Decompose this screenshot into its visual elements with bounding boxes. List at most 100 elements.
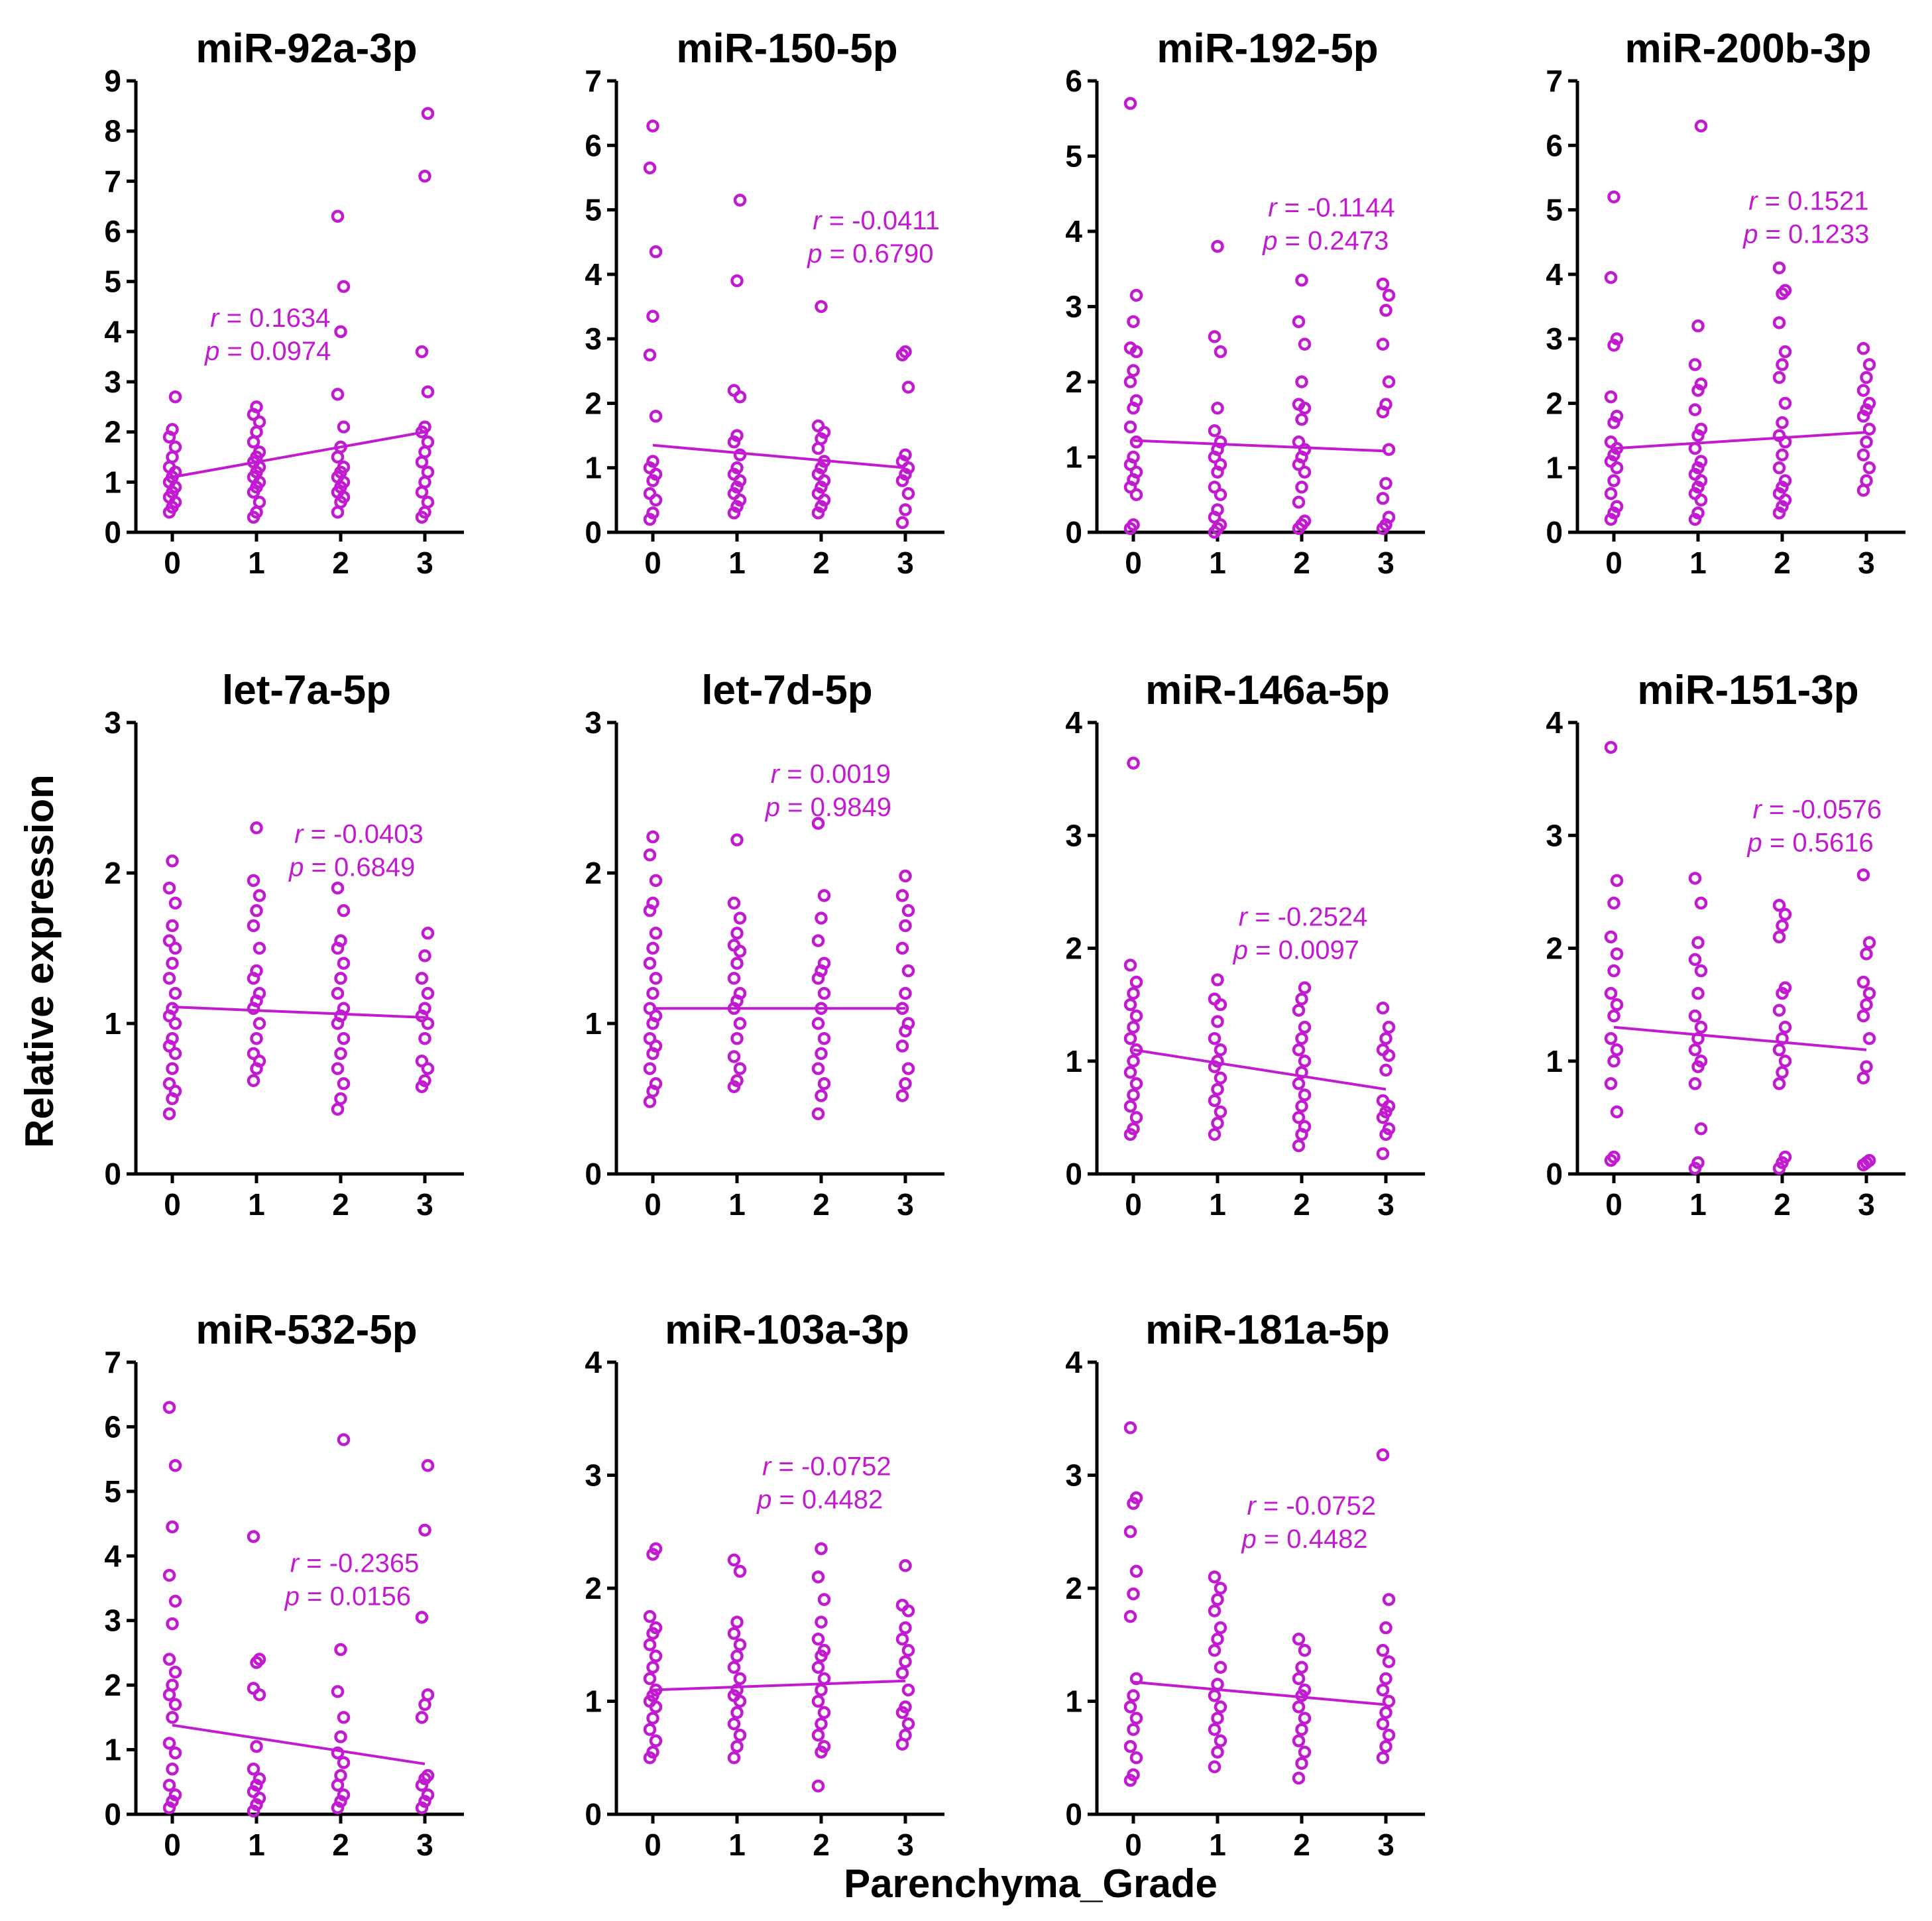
data-point <box>168 1047 182 1061</box>
data-point <box>418 170 431 183</box>
data-point <box>727 487 741 500</box>
r-statistic: r = -0.1144 <box>1268 193 1395 222</box>
data-point <box>1211 503 1224 516</box>
data-point <box>1778 1150 1792 1164</box>
y-tick-label: 2 <box>585 1571 602 1605</box>
y-tick-label: 9 <box>104 64 121 98</box>
data-point <box>643 1609 657 1623</box>
chart-panel: miR-92a-3p 0 1 2 3 4 5 6 7 8 9 0 1 2 3 r = 0.1634 p = 0.… <box>104 26 464 580</box>
x-tick-label: 2 <box>1293 546 1310 580</box>
data-point <box>817 889 831 902</box>
y-tick-label: 6 <box>1546 128 1563 162</box>
r-statistic: r = -0.0411 <box>813 206 940 235</box>
x-tick-label: 2 <box>1293 1187 1310 1222</box>
data-point <box>247 1804 260 1818</box>
y-tick-label: 4 <box>585 1345 602 1379</box>
data-point <box>1129 1491 1143 1505</box>
data-point <box>1778 474 1792 487</box>
data-point <box>1604 436 1618 449</box>
data-point <box>331 209 345 223</box>
data-point <box>1691 461 1705 475</box>
axis-frame <box>1575 723 1905 1176</box>
data-point <box>895 889 909 902</box>
data-point <box>815 481 828 494</box>
data-point <box>1776 416 1789 430</box>
p-statistic: p = 0.1233 <box>1742 220 1869 249</box>
data-point <box>1772 506 1786 520</box>
p-statistic: p = 0.9849 <box>765 793 891 822</box>
data-point <box>899 1077 912 1090</box>
data-point <box>1610 500 1624 513</box>
data-point <box>901 1683 915 1697</box>
data-point <box>1298 337 1312 351</box>
data-point <box>1123 420 1137 434</box>
data-point <box>168 941 182 955</box>
data-point <box>1607 1055 1620 1068</box>
p-statistic: p = 0.6849 <box>288 853 415 882</box>
data-point <box>1208 1723 1222 1736</box>
y-tick-label: 2 <box>1065 1571 1082 1605</box>
data-point <box>1123 1100 1137 1113</box>
y-tick-label: 3 <box>585 705 602 740</box>
data-point <box>1694 1055 1708 1068</box>
x-tick-label: 1 <box>1689 546 1707 580</box>
x-tick-label: 2 <box>332 546 349 580</box>
data-point <box>1688 467 1702 481</box>
data-point <box>247 1763 260 1776</box>
data-point <box>1688 358 1702 371</box>
data-point <box>168 1665 182 1679</box>
data-point <box>421 385 435 398</box>
data-point <box>247 874 260 888</box>
data-point <box>247 1785 260 1798</box>
p-statistic: p = 0.5616 <box>1747 829 1874 858</box>
data-point <box>166 919 179 933</box>
data-point <box>166 854 179 868</box>
data-point <box>811 467 825 481</box>
data-point <box>168 1594 182 1608</box>
data-point <box>1694 1122 1708 1135</box>
data-point <box>1214 1621 1227 1635</box>
data-point <box>649 1542 663 1556</box>
data-point <box>1292 315 1306 328</box>
data-point <box>643 1062 657 1075</box>
data-point <box>899 1621 912 1635</box>
data-point <box>1862 936 1876 949</box>
data-point <box>250 1739 263 1753</box>
data-point <box>331 505 345 519</box>
data-point <box>337 957 351 970</box>
y-axis-label: Relative expression <box>17 774 62 1148</box>
r-statistic: r = -0.0576 <box>1753 795 1882 825</box>
regression-line <box>1133 1048 1387 1091</box>
chart-panel: miR-181a-5p 0 1 2 3 4 0 1 2 3 r = -0.0752 p = 0.448… <box>1065 1307 1425 1862</box>
y-tick-label: 3 <box>1065 1458 1082 1493</box>
data-point <box>1856 1071 1870 1085</box>
y-tick-label: 0 <box>1065 1157 1082 1191</box>
panel-title: miR-181a-5p <box>1145 1307 1390 1353</box>
data-point <box>1214 458 1227 471</box>
data-point <box>1604 487 1618 500</box>
data-point <box>250 400 263 414</box>
data-point <box>1295 1723 1308 1736</box>
panel-title: let-7a-5p <box>222 668 391 713</box>
data-point <box>815 1542 828 1556</box>
data-point <box>1776 500 1789 513</box>
data-point <box>1214 1700 1227 1714</box>
data-point <box>337 1077 351 1090</box>
data-point <box>247 1047 260 1061</box>
data-point <box>817 1077 831 1090</box>
data-point <box>1856 448 1870 462</box>
data-point <box>1127 1689 1140 1702</box>
data-point <box>649 874 663 888</box>
data-point <box>1688 872 1702 885</box>
data-point <box>1295 1757 1308 1771</box>
data-point <box>899 1728 912 1742</box>
data-point <box>162 1401 176 1414</box>
data-point <box>1694 422 1708 436</box>
data-point <box>901 487 915 500</box>
data-point <box>166 1002 179 1016</box>
data-point <box>1610 410 1624 423</box>
data-point <box>901 1644 915 1657</box>
x-tick-label: 0 <box>1125 1828 1142 1862</box>
data-point <box>168 1788 182 1802</box>
data-point <box>811 1570 825 1584</box>
